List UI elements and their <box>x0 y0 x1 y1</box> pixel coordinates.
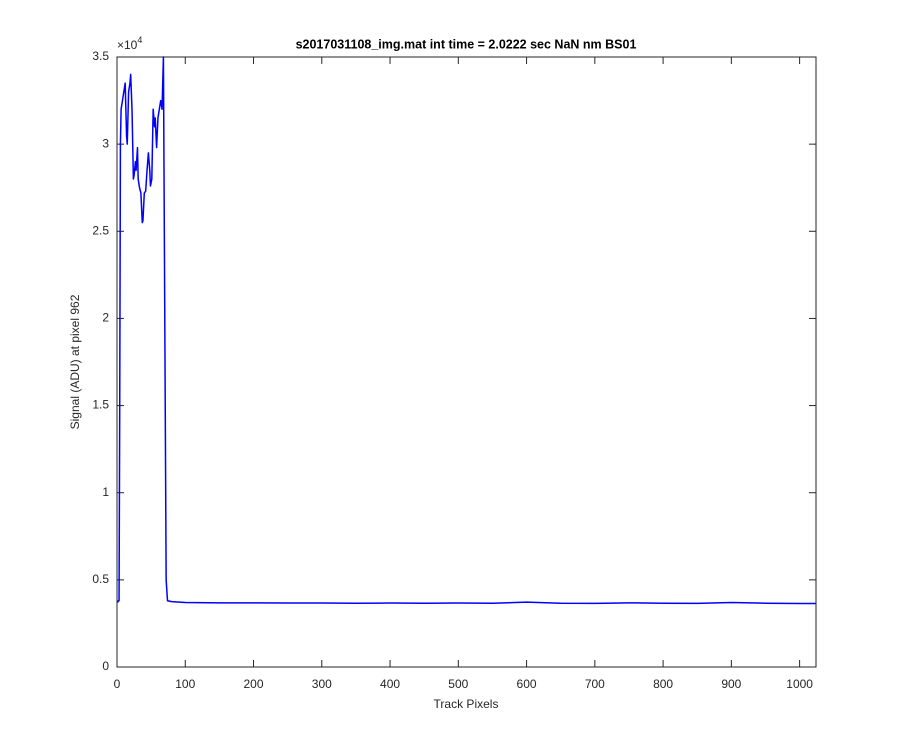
x-tick-label: 500 <box>448 677 468 691</box>
x-tick-label: 600 <box>517 677 537 691</box>
x-tick-label: 300 <box>312 677 332 691</box>
y-tick-label: 0 <box>102 659 109 673</box>
y-axis-label: Signal (ADU) at pixel 962 <box>68 294 82 429</box>
x-tick-label: 400 <box>380 677 400 691</box>
x-tick-label: 200 <box>244 677 264 691</box>
data-line <box>116 56 816 605</box>
x-tick-label: 700 <box>585 677 605 691</box>
x-tick-label: 800 <box>653 677 673 691</box>
y-tick-label: 2 <box>102 311 109 325</box>
y-tick-label: 1 <box>102 485 109 499</box>
x-tick-label: 0 <box>114 677 121 691</box>
y-multiplier-exponent: 4 <box>137 35 142 45</box>
y-tick-label: 0.5 <box>92 572 109 586</box>
chart-title: s2017031108_img.mat int time = 2.0222 se… <box>296 37 637 51</box>
y-multiplier: ×104 <box>117 35 142 52</box>
y-multiplier-base: ×10 <box>117 38 138 52</box>
y-tick-label: 2.5 <box>92 223 109 237</box>
y-tick-label: 3 <box>102 136 109 150</box>
x-axis-label: Track Pixels <box>434 697 499 711</box>
plot-area <box>116 56 817 668</box>
y-tick-label: 1.5 <box>92 398 109 412</box>
x-tick-label: 900 <box>721 677 741 691</box>
x-tick-label: 1000 <box>786 677 813 691</box>
x-tick-label: 100 <box>175 677 195 691</box>
y-tick-label: 3.5 <box>92 49 109 63</box>
